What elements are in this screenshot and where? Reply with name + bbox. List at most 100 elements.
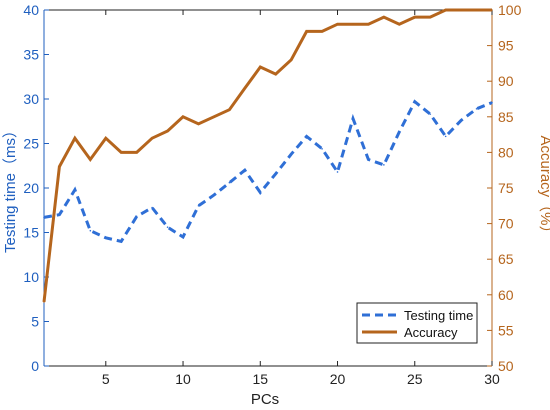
testing-time-point — [352, 117, 354, 120]
x-tick-label: 5 — [102, 371, 110, 387]
accuracy-point — [398, 23, 401, 26]
testing-time-point — [274, 172, 277, 175]
testing-time-point — [182, 236, 184, 238]
accuracy-point — [460, 9, 462, 11]
accuracy-point — [367, 23, 370, 26]
left-y-tick-label: 25 — [23, 136, 39, 152]
legend: Testing time Accuracy — [356, 302, 478, 344]
accuracy-point — [383, 16, 385, 18]
accuracy-point — [120, 151, 123, 154]
testing-time-point — [197, 205, 200, 207]
x-tick-label: 15 — [252, 371, 268, 387]
accuracy-point — [352, 23, 354, 26]
left-y-tick-label: 15 — [23, 225, 39, 241]
accuracy-point — [259, 66, 262, 68]
right-y-tick-label: 90 — [498, 73, 514, 89]
testing-time-point — [104, 237, 107, 239]
legend-testing-time-label: Testing time — [404, 308, 473, 323]
testing-time-point — [74, 188, 76, 191]
testing-time-point — [228, 181, 231, 184]
testing-time-point — [444, 135, 447, 138]
x-tick-label: 25 — [407, 371, 423, 387]
x-axis: 5 10 15 20 25 30 — [102, 10, 500, 387]
legend-box — [356, 302, 478, 344]
x-axis-label: PCs — [251, 391, 279, 408]
accuracy-line — [42, 8, 492, 303]
x-tick-label: 10 — [175, 371, 191, 387]
accuracy-point — [228, 108, 231, 111]
testing-time-point — [336, 171, 339, 173]
testing-time-point — [290, 153, 292, 155]
testing-time-point — [475, 107, 478, 110]
accuracy-point — [336, 23, 339, 26]
left-y-tick-label: 40 — [23, 2, 39, 18]
left-y-tick-label: 35 — [23, 47, 39, 63]
accuracy-point — [444, 9, 447, 11]
right-y-tick-label: 95 — [498, 38, 514, 54]
accuracy-point — [166, 130, 169, 132]
accuracy-point — [213, 116, 215, 118]
testing-time-point — [305, 135, 308, 138]
testing-time-point — [321, 148, 323, 150]
accuracy-point — [491, 9, 493, 11]
right-y-tick-label: 80 — [498, 144, 514, 160]
testing-time-line — [43, 99, 493, 244]
right-y-tick-label: 100 — [498, 2, 522, 18]
testing-time-point — [213, 194, 215, 196]
right-y-tick-label: 65 — [498, 251, 514, 267]
testing-time-point — [259, 191, 262, 194]
right-y-axis: 50 55 60 65 70 75 80 85 90 95 100 — [487, 2, 522, 374]
accuracy-point — [58, 165, 61, 168]
accuracy-point — [135, 151, 138, 154]
testing-time-point — [367, 158, 370, 161]
accuracy-point — [290, 59, 292, 61]
testing-time-point — [120, 240, 123, 243]
left-y-tick-label: 5 — [31, 314, 39, 330]
testing-time-point — [135, 215, 138, 218]
accuracy-point — [197, 123, 200, 125]
testing-time-point — [43, 216, 45, 219]
left-y-tick-label: 20 — [23, 180, 39, 196]
accuracy-point — [274, 73, 277, 75]
testing-time-point — [383, 164, 385, 166]
x-tick-label: 20 — [330, 371, 346, 387]
testing-time-point — [491, 101, 493, 104]
right-y-tick-label: 70 — [498, 216, 514, 232]
testing-time-point — [244, 169, 246, 171]
testing-time-point — [58, 213, 61, 216]
accuracy-point — [104, 137, 107, 139]
testing-time-point — [413, 100, 416, 103]
accuracy-point — [244, 87, 246, 90]
testing-time-point — [166, 226, 169, 228]
left-y-tick-label: 10 — [23, 269, 39, 285]
accuracy-point — [321, 30, 323, 33]
right-y-tick-label: 85 — [498, 109, 514, 125]
testing-time-point — [460, 119, 462, 122]
accuracy-point — [413, 16, 416, 18]
testing-time-point — [429, 113, 432, 115]
left-y-axis: 0 5 10 15 20 25 30 35 40 — [23, 2, 49, 374]
right-y-tick-label: 55 — [498, 322, 514, 338]
testing-time-point — [151, 206, 153, 209]
accuracy-point — [182, 116, 184, 118]
right-y-tick-label: 50 — [498, 358, 514, 374]
left-y-tick-label: 30 — [23, 91, 39, 107]
accuracy-point — [43, 301, 45, 303]
series-layer — [42, 8, 493, 303]
right-y-tick-label: 60 — [498, 287, 514, 303]
accuracy-point — [151, 137, 153, 139]
accuracy-point — [475, 9, 478, 11]
legend-accuracy-label: Accuracy — [404, 325, 458, 340]
left-y-tick-label: 0 — [31, 358, 39, 374]
testing-time-point — [398, 131, 401, 133]
right-y-axis-label: Accuracy（%） — [537, 135, 550, 240]
testing-time-point — [89, 229, 92, 232]
left-y-axis-label: Testing time（ms） — [2, 123, 19, 253]
accuracy-point — [74, 137, 76, 139]
accuracy-point — [429, 16, 432, 18]
x-tick-label: 30 — [484, 371, 500, 387]
right-y-tick-label: 75 — [498, 180, 514, 196]
accuracy-point — [89, 158, 92, 161]
